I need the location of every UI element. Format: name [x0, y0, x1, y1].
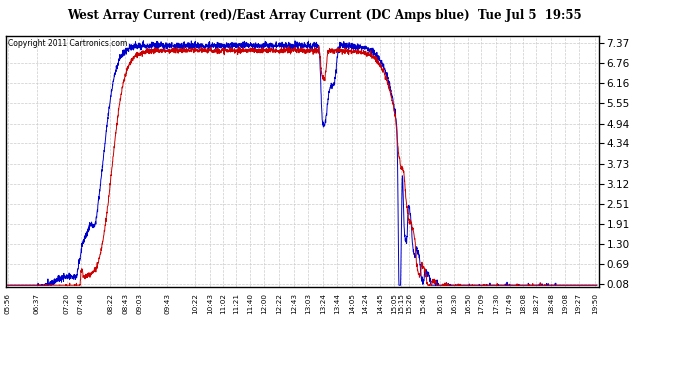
Text: Copyright 2011 Cartronics.com: Copyright 2011 Cartronics.com	[8, 39, 128, 48]
Text: West Array Current (red)/East Array Current (DC Amps blue)  Tue Jul 5  19:55: West Array Current (red)/East Array Curr…	[67, 9, 582, 22]
